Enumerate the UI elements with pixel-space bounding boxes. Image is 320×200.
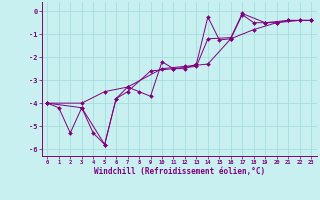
X-axis label: Windchill (Refroidissement éolien,°C): Windchill (Refroidissement éolien,°C) xyxy=(94,167,265,176)
